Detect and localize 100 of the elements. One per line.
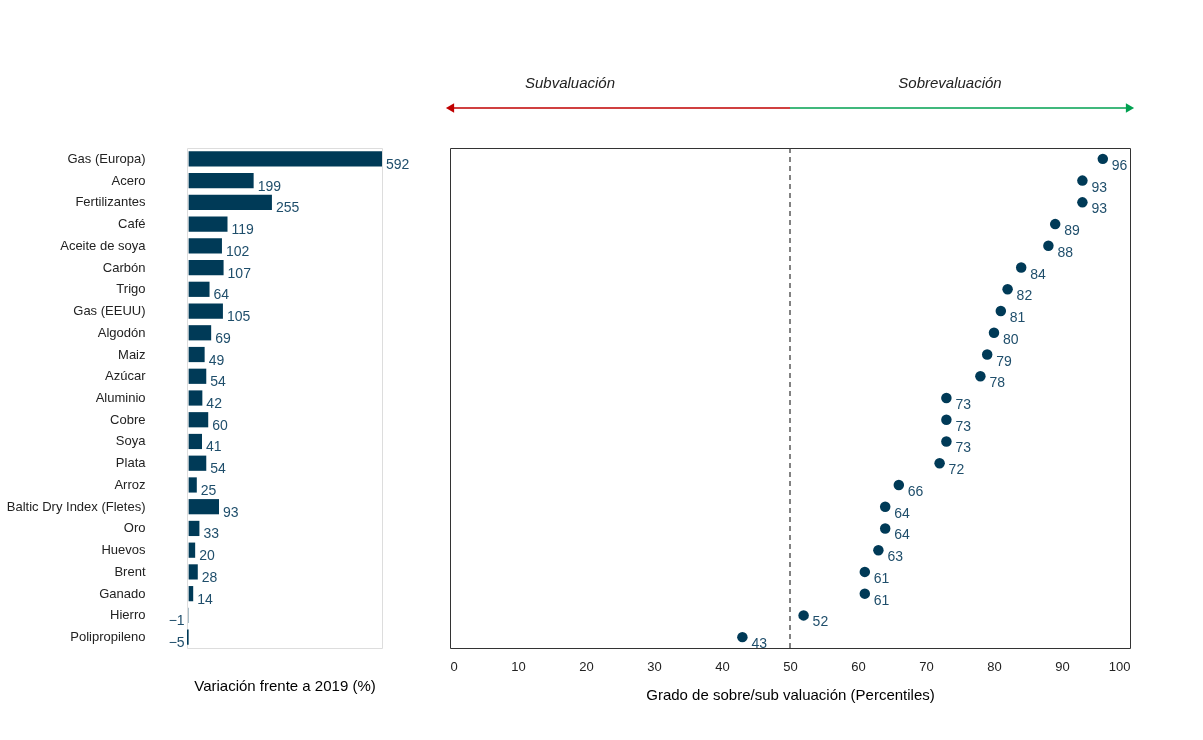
- x-tick-label: 10: [511, 658, 526, 674]
- data-label: 73: [955, 396, 972, 412]
- data-label: 255: [275, 199, 300, 216]
- y-tick-label: Gas (Europa): [67, 150, 146, 166]
- y-tick-label: Baltic Dry Index (Fletes): [6, 498, 146, 514]
- data-label: 64: [894, 526, 910, 543]
- data-label: 54: [210, 460, 227, 477]
- y-tick-label: Hierro: [110, 607, 146, 623]
- bar: [188, 564, 198, 580]
- point: [1077, 175, 1088, 186]
- data-label: 14: [197, 590, 213, 607]
- point: [1097, 153, 1109, 165]
- x-tick-label: 100: [1108, 658, 1131, 674]
- y-tick-label: Azúcar: [105, 368, 147, 384]
- x-tick-label: 40: [715, 658, 730, 674]
- point: [798, 610, 809, 621]
- data-label: 43: [751, 635, 768, 652]
- point: [1049, 218, 1061, 230]
- point: [981, 349, 993, 360]
- point: [893, 479, 905, 491]
- x-axis-title: Grado de sobre/sub valuación (Percentiles): [646, 685, 935, 703]
- bar: [188, 238, 222, 254]
- y-tick-label: Polipropileno: [70, 629, 146, 645]
- data-label: 93: [1091, 178, 1108, 195]
- point: [859, 588, 871, 599]
- data-label: 88: [1057, 243, 1074, 260]
- point: [859, 566, 871, 578]
- bar: [188, 542, 196, 558]
- data-label: 107: [227, 264, 252, 281]
- data-label: 592: [386, 155, 410, 172]
- y-tick-label: Aluminio: [95, 390, 146, 405]
- bar: [188, 346, 205, 363]
- data-label: −5: [168, 634, 185, 651]
- data-label: 61: [873, 569, 890, 586]
- data-label: 93: [1091, 200, 1108, 217]
- text: Sobrevaluación: [898, 74, 1002, 91]
- data-label: 78: [989, 374, 1006, 391]
- data-label: 41: [206, 438, 222, 455]
- data-label: 64: [213, 286, 230, 303]
- y-tick-label: Café: [118, 216, 146, 232]
- point: [1077, 197, 1088, 208]
- bar: [188, 216, 228, 232]
- data-label: 64: [894, 504, 910, 521]
- y-tick-label: Oro: [123, 520, 146, 536]
- data-label: 105: [226, 308, 251, 325]
- data-label: 60: [212, 416, 229, 433]
- point: [941, 414, 952, 425]
- x-tick-label: 0: [450, 658, 458, 674]
- bar: [188, 412, 209, 428]
- point: [975, 371, 986, 382]
- bar: [188, 173, 254, 189]
- bar: [188, 477, 197, 493]
- bar: [188, 194, 272, 210]
- point: [941, 392, 952, 404]
- data-label: 25: [200, 481, 217, 498]
- data-label: 66: [907, 482, 924, 499]
- data-label: 73: [955, 439, 972, 456]
- text: Subvaluación: [524, 74, 616, 91]
- data-label: 84: [1030, 265, 1046, 282]
- data-label: 199: [257, 177, 282, 194]
- bar: [188, 259, 224, 276]
- bar: [188, 390, 203, 406]
- bar: [188, 499, 220, 515]
- data-label: 93: [223, 503, 239, 520]
- bar: [188, 455, 207, 471]
- data-label: 63: [887, 548, 904, 565]
- y-tick-label: Acero: [111, 172, 146, 188]
- y-tick-label: Gas (EEUU): [73, 303, 146, 319]
- bar: [188, 520, 200, 537]
- bar: [188, 433, 203, 450]
- x-tick-label: 90: [1055, 658, 1070, 674]
- point: [988, 327, 1000, 339]
- data-label: 96: [1111, 156, 1128, 173]
- y-tick-label: Fertilizantes: [75, 194, 146, 210]
- y-tick-label: Huevos: [101, 542, 146, 558]
- data-label: 49: [208, 351, 225, 368]
- point: [879, 501, 891, 512]
- point: [737, 631, 748, 643]
- data-label: 42: [206, 395, 223, 411]
- data-label: 52: [812, 613, 829, 630]
- data-label: 33: [203, 525, 220, 542]
- data-label: 82: [1016, 287, 1033, 304]
- point: [879, 523, 891, 534]
- point: [941, 436, 952, 447]
- y-tick-label: Arroz: [114, 476, 146, 492]
- data-label: 80: [1003, 330, 1019, 347]
- point: [1015, 262, 1027, 273]
- data-label: 81: [1009, 309, 1026, 326]
- point: [1002, 284, 1013, 295]
- point: [934, 457, 945, 469]
- y-tick-label: Carbón: [102, 259, 146, 275]
- y-tick-label: Soya: [115, 433, 147, 449]
- data-label: 119: [231, 221, 255, 238]
- y-tick-label: Algodón: [97, 324, 146, 340]
- data-label: 69: [215, 329, 231, 346]
- data-label: 89: [1064, 222, 1080, 239]
- bar: [188, 368, 207, 384]
- y-tick-label: Ganado: [99, 585, 146, 601]
- bar: [188, 325, 212, 341]
- data-label: 28: [201, 568, 218, 585]
